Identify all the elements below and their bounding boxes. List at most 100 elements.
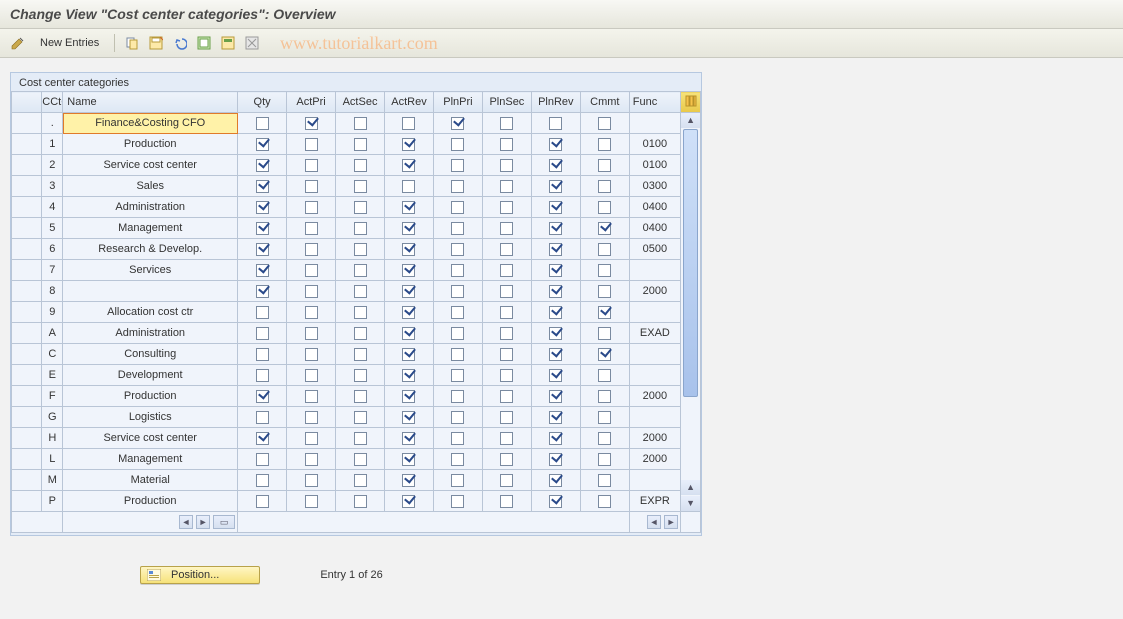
cell-actpri[interactable]: [287, 386, 336, 407]
checkbox[interactable]: [305, 474, 318, 487]
checkbox[interactable]: [256, 138, 269, 151]
checkbox[interactable]: [256, 159, 269, 172]
checkbox[interactable]: [305, 348, 318, 361]
hscroll-left-icon[interactable]: ◄: [179, 515, 193, 529]
cell-actrev[interactable]: [385, 218, 434, 239]
cell-name[interactable]: Service cost center: [63, 155, 238, 176]
checkbox[interactable]: [256, 327, 269, 340]
checkbox[interactable]: [451, 453, 464, 466]
checkbox[interactable]: [451, 474, 464, 487]
checkbox[interactable]: [354, 285, 367, 298]
checkbox[interactable]: [451, 117, 464, 130]
checkbox[interactable]: [598, 159, 611, 172]
cell-plnsec[interactable]: [482, 470, 531, 491]
checkbox[interactable]: [598, 264, 611, 277]
cell-plnpri[interactable]: [433, 113, 482, 134]
cell-cctc[interactable]: C: [42, 344, 63, 365]
checkbox[interactable]: [451, 222, 464, 235]
checkbox[interactable]: [256, 432, 269, 445]
cell-plnsec[interactable]: [482, 323, 531, 344]
checkbox[interactable]: [402, 495, 415, 508]
checkbox[interactable]: [305, 180, 318, 193]
cell-cmmt[interactable]: [580, 386, 629, 407]
scroll-up-icon[interactable]: ▲: [681, 113, 700, 128]
checkbox[interactable]: [500, 369, 513, 382]
checkbox[interactable]: [549, 222, 562, 235]
checkbox[interactable]: [402, 159, 415, 172]
row-selector[interactable]: [12, 386, 42, 407]
checkbox[interactable]: [256, 222, 269, 235]
cell-cctc[interactable]: 4: [42, 197, 63, 218]
edit-icon[interactable]: [8, 33, 28, 53]
cell-plnpri[interactable]: [433, 155, 482, 176]
checkbox[interactable]: [598, 180, 611, 193]
checkbox[interactable]: [305, 432, 318, 445]
checkbox[interactable]: [402, 285, 415, 298]
cell-func[interactable]: 0300: [629, 176, 680, 197]
cell-actrev[interactable]: [385, 365, 434, 386]
row-selector[interactable]: [12, 491, 42, 512]
checkbox[interactable]: [354, 306, 367, 319]
cell-actpri[interactable]: [287, 134, 336, 155]
checkbox[interactable]: [305, 306, 318, 319]
checkbox[interactable]: [256, 180, 269, 193]
col-actrev[interactable]: ActRev: [385, 92, 434, 113]
cell-actpri[interactable]: [287, 302, 336, 323]
cell-plnsec[interactable]: [482, 302, 531, 323]
row-selector[interactable]: [12, 176, 42, 197]
cell-actrev[interactable]: [385, 239, 434, 260]
checkbox[interactable]: [500, 117, 513, 130]
checkbox[interactable]: [500, 432, 513, 445]
checkbox[interactable]: [500, 306, 513, 319]
table-row[interactable]: EDevelopment: [12, 365, 701, 386]
checkbox[interactable]: [305, 138, 318, 151]
cell-cctc[interactable]: 6: [42, 239, 63, 260]
cell-cctc[interactable]: E: [42, 365, 63, 386]
checkbox[interactable]: [402, 369, 415, 382]
cell-plnsec[interactable]: [482, 218, 531, 239]
cell-plnrev[interactable]: [531, 365, 580, 386]
checkbox[interactable]: [354, 264, 367, 277]
row-selector[interactable]: [12, 281, 42, 302]
cell-plnpri[interactable]: [433, 302, 482, 323]
checkbox[interactable]: [549, 348, 562, 361]
checkbox[interactable]: [549, 495, 562, 508]
cell-cctc[interactable]: 9: [42, 302, 63, 323]
cell-actsec[interactable]: [336, 365, 385, 386]
checkbox[interactable]: [549, 201, 562, 214]
row-selector[interactable]: [12, 428, 42, 449]
checkbox[interactable]: [354, 348, 367, 361]
checkbox[interactable]: [354, 117, 367, 130]
cell-plnpri[interactable]: [433, 491, 482, 512]
cell-name[interactable]: Production: [63, 386, 238, 407]
cell-actrev[interactable]: [385, 176, 434, 197]
checkbox[interactable]: [256, 453, 269, 466]
cell-actpri[interactable]: [287, 239, 336, 260]
cell-cmmt[interactable]: [580, 134, 629, 155]
cell-plnpri[interactable]: [433, 176, 482, 197]
cell-plnrev[interactable]: [531, 386, 580, 407]
checkbox[interactable]: [305, 495, 318, 508]
cell-func[interactable]: 0400: [629, 197, 680, 218]
cell-cmmt[interactable]: [580, 428, 629, 449]
checkbox[interactable]: [598, 306, 611, 319]
cell-cmmt[interactable]: [580, 407, 629, 428]
cell-actrev[interactable]: [385, 281, 434, 302]
checkbox[interactable]: [500, 327, 513, 340]
checkbox[interactable]: [305, 390, 318, 403]
cell-plnsec[interactable]: [482, 239, 531, 260]
cell-plnsec[interactable]: [482, 491, 531, 512]
cell-name[interactable]: Management: [63, 218, 238, 239]
cell-actsec[interactable]: [336, 491, 385, 512]
undo-icon[interactable]: [170, 33, 190, 53]
scroll-pageup-icon[interactable]: ▲: [681, 480, 700, 495]
cell-qty[interactable]: [238, 176, 287, 197]
cell-actrev[interactable]: [385, 197, 434, 218]
cell-name[interactable]: Consulting: [63, 344, 238, 365]
cell-qty[interactable]: [238, 134, 287, 155]
checkbox[interactable]: [598, 222, 611, 235]
cell-plnrev[interactable]: [531, 281, 580, 302]
table-row[interactable]: PProductionEXPR: [12, 491, 701, 512]
cell-name[interactable]: Production: [63, 134, 238, 155]
cell-plnrev[interactable]: [531, 197, 580, 218]
